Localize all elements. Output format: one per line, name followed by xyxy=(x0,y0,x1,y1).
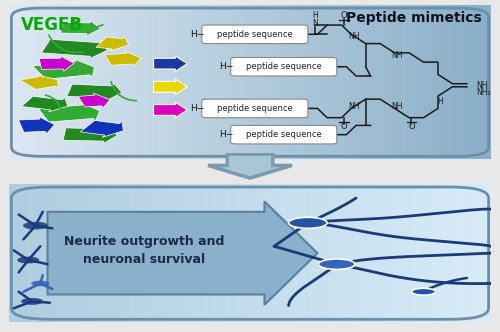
Text: NH: NH xyxy=(392,51,403,60)
Text: Neurite outgrowth and
neuronal survival: Neurite outgrowth and neuronal survival xyxy=(64,235,224,266)
Text: NH: NH xyxy=(476,81,488,90)
FancyBboxPatch shape xyxy=(230,125,337,144)
FancyArrow shape xyxy=(154,56,188,71)
Text: H: H xyxy=(438,97,444,106)
FancyArrow shape xyxy=(105,51,142,66)
FancyArrow shape xyxy=(63,126,118,144)
Text: VEGFB: VEGFB xyxy=(21,16,83,34)
Circle shape xyxy=(22,298,42,304)
Text: peptide sequence: peptide sequence xyxy=(217,30,292,39)
Text: Peptide mimetics: Peptide mimetics xyxy=(346,11,482,25)
Circle shape xyxy=(18,257,39,263)
Text: H−: H− xyxy=(219,62,233,71)
FancyArrow shape xyxy=(42,39,107,59)
Text: peptide sequence: peptide sequence xyxy=(246,62,322,71)
Text: NH: NH xyxy=(348,32,360,41)
FancyArrow shape xyxy=(38,102,100,122)
FancyArrow shape xyxy=(80,121,124,137)
Text: O: O xyxy=(408,123,415,131)
FancyBboxPatch shape xyxy=(202,25,308,43)
FancyArrow shape xyxy=(60,21,100,36)
Circle shape xyxy=(318,259,355,269)
FancyArrow shape xyxy=(48,202,318,305)
FancyArrow shape xyxy=(32,59,94,79)
FancyArrow shape xyxy=(208,154,292,178)
Circle shape xyxy=(32,281,49,286)
FancyBboxPatch shape xyxy=(202,99,308,118)
Circle shape xyxy=(24,222,48,229)
FancyArrow shape xyxy=(22,96,68,112)
FancyArrow shape xyxy=(96,37,129,51)
FancyArrow shape xyxy=(154,79,188,95)
Text: H−: H− xyxy=(190,30,204,39)
FancyArrow shape xyxy=(20,75,58,90)
Text: H: H xyxy=(312,11,318,20)
FancyArrow shape xyxy=(154,102,188,118)
FancyArrow shape xyxy=(18,117,55,134)
Text: H−: H− xyxy=(219,130,233,139)
FancyArrow shape xyxy=(67,84,122,101)
Text: NH₂: NH₂ xyxy=(476,88,491,98)
Text: NH: NH xyxy=(348,102,360,111)
Text: O: O xyxy=(340,11,347,20)
Text: H−: H− xyxy=(190,104,204,113)
Text: O: O xyxy=(340,123,347,131)
Text: N: N xyxy=(312,19,318,28)
Circle shape xyxy=(412,288,436,295)
Text: NH: NH xyxy=(392,102,403,111)
Circle shape xyxy=(288,217,327,228)
Text: peptide sequence: peptide sequence xyxy=(246,130,322,139)
FancyArrow shape xyxy=(78,93,110,108)
FancyBboxPatch shape xyxy=(230,57,337,76)
Text: peptide sequence: peptide sequence xyxy=(217,104,292,113)
FancyArrow shape xyxy=(39,56,74,71)
